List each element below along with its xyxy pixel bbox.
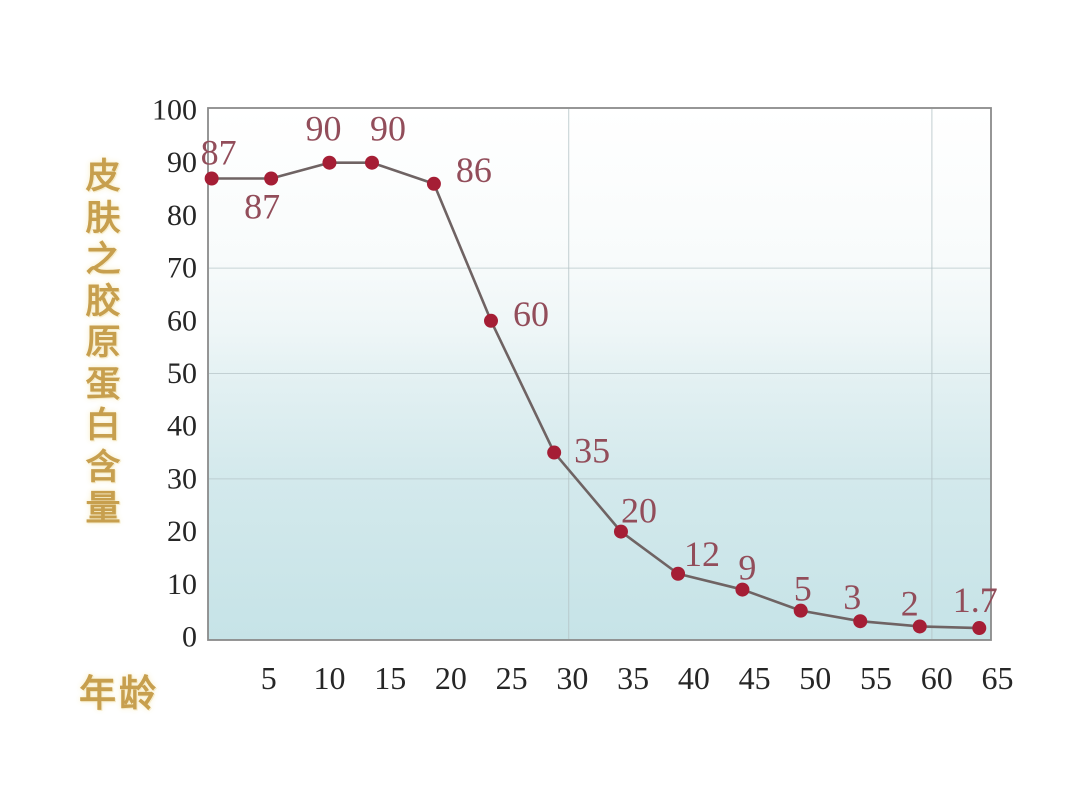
data-point-marker — [547, 445, 562, 460]
x-axis-title: 年龄 — [79, 672, 159, 715]
x-tick-label-25: 25 — [496, 660, 528, 696]
data-point-label: 5 — [794, 569, 812, 609]
x-tick-label-55: 55 — [860, 660, 892, 696]
y-tick-label-30: 30 — [167, 462, 197, 495]
x-tick-label-65: 65 — [981, 660, 1013, 696]
y-tick-label-80: 80 — [167, 199, 197, 232]
data-point-label: 90 — [305, 109, 341, 149]
data-point-label: 60 — [513, 294, 549, 334]
data-point-label: 90 — [370, 109, 406, 149]
data-point-marker — [322, 155, 337, 170]
y-tick-label-20: 20 — [167, 515, 197, 548]
x-tick-label-10: 10 — [313, 660, 345, 696]
data-point-label: 87 — [244, 187, 280, 227]
y-tick-label-100: 100 — [152, 94, 197, 127]
data-point-label: 3 — [843, 577, 861, 617]
x-tick-label-30: 30 — [556, 660, 588, 696]
data-line — [211, 161, 980, 630]
y-axis-title-char: 肤 — [85, 198, 121, 239]
data-point-marker — [793, 603, 808, 618]
data-point-marker — [912, 619, 927, 634]
data-point-marker — [264, 171, 279, 186]
data-point-marker — [853, 614, 868, 629]
data-point-label: 20 — [621, 491, 657, 531]
y-axis-title-char: 含 — [85, 447, 121, 488]
data-point-label: 86 — [456, 150, 492, 190]
data-point-label: 2 — [901, 583, 919, 623]
data-point-marker — [972, 621, 987, 636]
y-axis-title-char: 量 — [85, 489, 121, 529]
y-axis-title-char: 胶 — [85, 281, 121, 322]
data-point-marker — [484, 313, 499, 328]
x-tick-label-50: 50 — [799, 660, 831, 696]
x-tick-label-5: 5 — [261, 660, 277, 696]
data-point-label: 12 — [684, 534, 720, 574]
y-axis-title-char: 蛋 — [85, 364, 121, 405]
data-point-marker — [735, 582, 750, 597]
y-tick-label-60: 60 — [167, 304, 197, 337]
y-tick-label-40: 40 — [167, 410, 197, 443]
data-point-label: 9 — [738, 548, 756, 588]
y-axis-title-char: 原 — [85, 323, 121, 363]
data-point-label: 35 — [574, 431, 610, 471]
x-tick-label-15: 15 — [374, 660, 406, 696]
y-tick-label-70: 70 — [167, 252, 197, 285]
y-tick-label-10: 10 — [167, 568, 197, 601]
data-point-marker — [204, 171, 219, 186]
data-point-label: 87 — [201, 133, 237, 173]
y-axis-title-char: 之 — [85, 240, 121, 280]
data-point-marker — [671, 566, 686, 581]
y-tick-label-50: 50 — [167, 357, 197, 390]
y-axis-title-char: 白 — [85, 406, 121, 446]
data-point-marker — [426, 176, 441, 191]
y-tick-label-0: 0 — [182, 621, 197, 654]
y-axis-title-char: 皮 — [85, 157, 121, 197]
x-tick-label-45: 45 — [739, 660, 771, 696]
x-tick-label-20: 20 — [435, 660, 467, 696]
data-point-marker — [364, 155, 379, 170]
data-point-label: 1.7 — [953, 580, 998, 620]
x-tick-label-40: 40 — [678, 660, 710, 696]
plot-border — [207, 107, 992, 641]
x-tick-label-60: 60 — [921, 660, 953, 696]
data-point-marker — [613, 524, 628, 539]
y-axis-title: 皮肤之胶原蛋白含量 — [83, 157, 123, 531]
y-tick-label-90: 90 — [167, 146, 197, 179]
x-tick-label-35: 35 — [617, 660, 649, 696]
